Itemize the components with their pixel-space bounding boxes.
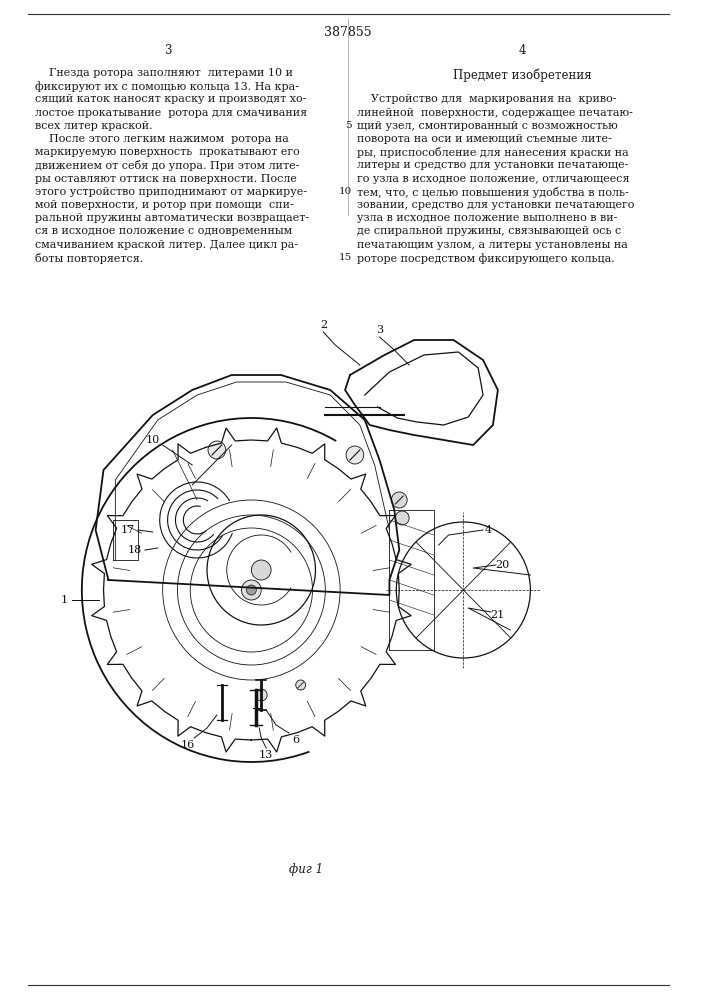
Text: 4: 4	[484, 525, 491, 535]
Text: этого устройство приподнимают от маркируе-: этого устройство приподнимают от маркиру…	[35, 187, 307, 197]
Text: поворота на оси и имеющий съемные лите-: поворота на оси и имеющий съемные лите-	[357, 134, 612, 144]
Text: 21: 21	[491, 610, 505, 620]
Text: 1: 1	[61, 595, 68, 605]
Circle shape	[247, 585, 257, 595]
Text: 18: 18	[128, 545, 142, 555]
Text: де спиральной пружины, связывающей ось с: де спиральной пружины, связывающей ось с	[357, 226, 621, 236]
Text: маркируемую поверхность  прокатывают его: маркируемую поверхность прокатывают его	[35, 147, 299, 157]
Text: После этого легким нажимом  ротора на: После этого легким нажимом ротора на	[35, 134, 288, 144]
Text: всех литер краской.: всех литер краской.	[35, 121, 152, 131]
Text: боты повторяется.: боты повторяется.	[35, 253, 143, 264]
Text: движением от себя до упора. При этом лите-: движением от себя до упора. При этом лит…	[35, 160, 299, 171]
Text: 3: 3	[376, 325, 383, 335]
Circle shape	[242, 580, 262, 600]
Text: мой поверхности, и ротор при помощи  спи-: мой поверхности, и ротор при помощи спи-	[35, 200, 293, 210]
Text: 20: 20	[496, 560, 510, 570]
Text: 3: 3	[164, 43, 171, 56]
Text: ры оставляют оттиск на поверхности. После: ры оставляют оттиск на поверхности. Посл…	[35, 174, 296, 184]
Text: тем, что, с целью повышения удобства в поль-: тем, что, с целью повышения удобства в п…	[357, 187, 629, 198]
Text: роторе посредством фиксирующего кольца.: роторе посредством фиксирующего кольца.	[357, 253, 614, 264]
Circle shape	[296, 680, 305, 690]
Text: фиксируют их с помощью кольца 13. На кра-: фиксируют их с помощью кольца 13. На кра…	[35, 81, 298, 92]
Text: печатающим узлом, а литеры установлены на: печатающим узлом, а литеры установлены н…	[357, 240, 628, 250]
Text: 13: 13	[259, 750, 274, 760]
Text: Предмет изобретения: Предмет изобретения	[453, 68, 592, 82]
Text: сящий каток наносят краску и производят хо-: сящий каток наносят краску и производят …	[35, 94, 306, 104]
Text: 16: 16	[180, 740, 194, 750]
Text: Устройство для  маркирования на  криво-: Устройство для маркирования на криво-	[357, 94, 617, 104]
Text: ся в исходное положение с одновременным: ся в исходное положение с одновременным	[35, 226, 291, 236]
Text: 15: 15	[339, 253, 352, 262]
Circle shape	[395, 511, 409, 525]
Text: узла в исходное положение выполнено в ви-: узла в исходное положение выполнено в ви…	[357, 213, 617, 223]
Text: 2: 2	[320, 320, 327, 330]
Circle shape	[252, 560, 271, 580]
Text: зовании, средство для установки печатающего: зовании, средство для установки печатающ…	[357, 200, 634, 210]
Text: ры, приспособление для нанесения краски на: ры, приспособление для нанесения краски …	[357, 147, 629, 158]
Text: 4: 4	[519, 43, 526, 56]
Text: литеры и средство для установки печатающе-: литеры и средство для установки печатающ…	[357, 160, 629, 170]
Text: 17: 17	[121, 525, 135, 535]
Circle shape	[346, 446, 364, 464]
Text: го узла в исходное положение, отличающееся: го узла в исходное положение, отличающее…	[357, 174, 629, 184]
Circle shape	[208, 441, 226, 459]
Circle shape	[255, 689, 267, 701]
Text: щий узел, смонтированный с возможностью: щий узел, смонтированный с возможностью	[357, 121, 618, 131]
Text: 6: 6	[292, 735, 299, 745]
Text: 10: 10	[146, 435, 160, 445]
Text: 10: 10	[339, 187, 352, 196]
Text: линейной  поверхности, содержащее печатаю-: линейной поверхности, содержащее печатаю…	[357, 108, 633, 118]
Text: смачиванием краской литер. Далее цикл ра-: смачиванием краской литер. Далее цикл ра…	[35, 240, 298, 250]
Circle shape	[392, 492, 407, 508]
Text: лостое прокатывание  ротора для смачивания: лостое прокатывание ротора для смачивани…	[35, 108, 307, 118]
Text: фиг 1: фиг 1	[288, 863, 322, 876]
Text: 387855: 387855	[325, 25, 372, 38]
Text: ральной пружины автоматически возвращает-: ральной пружины автоматически возвращает…	[35, 213, 309, 223]
Text: 5: 5	[345, 121, 352, 130]
Text: Гнезда ротора заполняют  литерами 10 и: Гнезда ротора заполняют литерами 10 и	[35, 68, 293, 78]
